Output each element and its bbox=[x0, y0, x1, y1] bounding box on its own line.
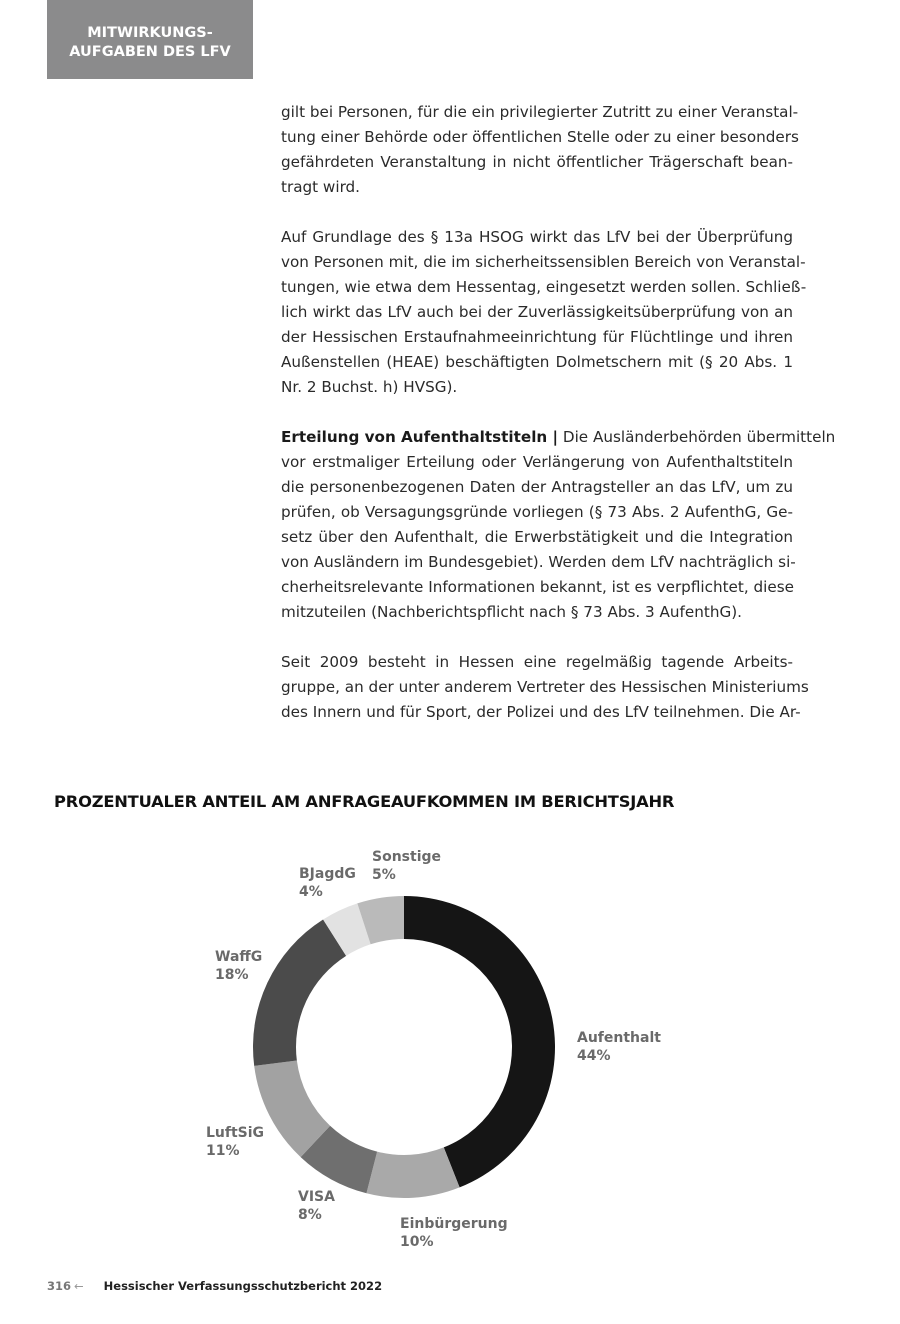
line-text: Die Ausländerbehörden übermitteln bbox=[558, 428, 836, 446]
slice-visa bbox=[300, 1125, 378, 1194]
slice-einbürgerung bbox=[366, 1147, 460, 1198]
text-line: vor erstmaliger Erteilung oder Verlänger… bbox=[281, 450, 793, 475]
page-footer: 316 ← Hessischer Verfassungsschutzbericht … bbox=[47, 1279, 382, 1293]
slice-label: BJagdG bbox=[299, 866, 356, 882]
line-text: tung einer Behörde oder öffentlichen Ste… bbox=[281, 128, 799, 146]
text-line: cherheitsrelevante Informationen bekannt… bbox=[281, 575, 794, 600]
line-text: Nr. 2 Buchst. h) HVSG). bbox=[281, 378, 458, 396]
text-line: prüfen, ob Versagungsgründe vorliegen (§… bbox=[281, 500, 793, 525]
line-text: tragt wird. bbox=[281, 178, 361, 196]
line-text: gilt bei Personen, für die ein privilegi… bbox=[281, 103, 799, 121]
footer-title: Hessischer Verfassungsschutzbericht 2022 bbox=[103, 1279, 383, 1293]
slice-value: 10% bbox=[400, 1234, 434, 1250]
text-line: setz über den Aufenthalt, die Erwerbstät… bbox=[281, 525, 793, 550]
text-line: von Personen mit, die im sicherheitssens… bbox=[281, 250, 806, 275]
text-line: tung einer Behörde oder öffentlichen Ste… bbox=[281, 125, 799, 150]
text-line: gilt bei Personen, für die ein privilegi… bbox=[281, 100, 798, 125]
text-line: gruppe, an der unter anderem Vertreter d… bbox=[281, 675, 809, 700]
slice-value: 4% bbox=[299, 884, 323, 900]
paragraph: gilt bei Personen, für die ein privilegi… bbox=[281, 100, 799, 200]
slice-label: WaffG bbox=[215, 949, 262, 965]
line-text: die personenbezogenen Daten der Antragst… bbox=[281, 478, 793, 496]
slice-aufenthalt bbox=[404, 896, 555, 1188]
slice-value: 8% bbox=[298, 1207, 322, 1223]
line-text: Seit 2009 besteht in Hessen eine regelmä… bbox=[281, 653, 793, 671]
slice-label: Einbürgerung bbox=[400, 1216, 508, 1232]
section-header-line: MITWIRKUNGS- bbox=[87, 24, 213, 41]
paragraph: Erteilung von Aufenthaltstiteln | Die Au… bbox=[281, 425, 835, 625]
line-text: lich wirkt das LfV auch bei der Zuverläs… bbox=[281, 303, 793, 321]
page-number: 316 bbox=[47, 1279, 72, 1293]
text-line: Auf Grundlage des § 13a HSOG wirkt das L… bbox=[281, 225, 793, 250]
slice-luftsig bbox=[254, 1060, 331, 1158]
text-line: tungen, wie etwa dem Hessentag, eingeset… bbox=[281, 275, 806, 300]
line-text: Auf Grundlage des § 13a HSOG wirkt das L… bbox=[281, 228, 793, 246]
slice-label: VISA bbox=[298, 1189, 335, 1205]
line-text: Außenstellen (HEAE) beschäftigten Dolmet… bbox=[281, 353, 793, 371]
line-text: mitzuteilen (Nachberichtspflicht nach § … bbox=[281, 603, 742, 621]
text-line: die personenbezogenen Daten der Antragst… bbox=[281, 475, 793, 500]
slice-label: LuftSiG bbox=[206, 1125, 264, 1141]
slice-label: Aufenthalt bbox=[577, 1030, 661, 1046]
line-text: von Ausländern im Bundesgebiet). Werden … bbox=[281, 553, 796, 571]
text-line: lich wirkt das LfV auch bei der Zuverläs… bbox=[281, 300, 793, 325]
text-line: Außenstellen (HEAE) beschäftigten Dolmet… bbox=[281, 350, 793, 375]
text-line: von Ausländern im Bundesgebiet). Werden … bbox=[281, 550, 796, 575]
paragraph: Auf Grundlage des § 13a HSOG wirkt das L… bbox=[281, 225, 806, 400]
slice-label: Sonstige bbox=[372, 849, 441, 865]
line-text: cherheitsrelevante Informationen bekannt… bbox=[281, 578, 794, 596]
slice-value: 18% bbox=[215, 967, 249, 983]
text-line: der Hessischen Erstaufnahmeeinrichtung f… bbox=[281, 325, 793, 350]
line-text: setz über den Aufenthalt, die Erwerbstät… bbox=[281, 528, 793, 546]
line-text: des Innern und für Sport, der Polizei un… bbox=[281, 703, 801, 721]
donut-chart: Aufenthalt 44% Einbürgerung 10% VISA 8% LuftSi… bbox=[206, 849, 661, 1250]
slice-value: 44% bbox=[577, 1048, 611, 1064]
text-line: Seit 2009 besteht in Hessen eine regelmä… bbox=[281, 650, 793, 675]
paragraph-lead: Erteilung von Aufenthaltstiteln | bbox=[281, 428, 559, 446]
line-text: gruppe, an der unter anderem Vertreter d… bbox=[281, 678, 809, 696]
text-line: des Innern und für Sport, der Polizei un… bbox=[281, 700, 801, 725]
slice-waffg bbox=[252, 919, 347, 1066]
paragraph: Seit 2009 besteht in Hessen eine regelmä… bbox=[281, 650, 809, 725]
line-text: von Personen mit, die im sicherheitssens… bbox=[281, 253, 806, 271]
text-line: gefährdeten Veranstaltung in nicht öffen… bbox=[281, 150, 793, 175]
text-line: tragt wird. bbox=[281, 175, 793, 200]
line-text: der Hessischen Erstaufnahmeeinrichtung f… bbox=[281, 328, 793, 346]
chart-title: PROZENTUALER ANTEIL AM ANFRAGEAUFKOMMEN … bbox=[54, 792, 675, 811]
slice-value: 11% bbox=[206, 1143, 240, 1159]
section-header-line: AUFGABEN DES LFV bbox=[69, 43, 231, 60]
slice-sonstige bbox=[357, 896, 404, 945]
line-text: gefährdeten Veranstaltung in nicht öffen… bbox=[281, 153, 793, 171]
text-line: Nr. 2 Buchst. h) HVSG). bbox=[281, 375, 793, 400]
section-header-tab: MITWIRKUNGS- AUFGABEN DES LFV bbox=[47, 0, 253, 79]
body-text: gilt bei Personen, für die ein privilegi… bbox=[281, 100, 835, 750]
text-line: Erteilung von Aufenthaltstiteln | Die Au… bbox=[281, 425, 835, 450]
text-line: mitzuteilen (Nachberichtspflicht nach § … bbox=[281, 600, 793, 625]
slice-value: 5% bbox=[372, 867, 396, 883]
line-text: tungen, wie etwa dem Hessentag, eingeset… bbox=[281, 278, 807, 296]
line-text: vor erstmaliger Erteilung oder Verlänger… bbox=[281, 453, 793, 471]
line-text: prüfen, ob Versagungsgründe vorliegen (§… bbox=[281, 503, 793, 521]
arrow-left-icon: ← bbox=[74, 1279, 84, 1293]
slice-bjagdg bbox=[323, 903, 371, 956]
